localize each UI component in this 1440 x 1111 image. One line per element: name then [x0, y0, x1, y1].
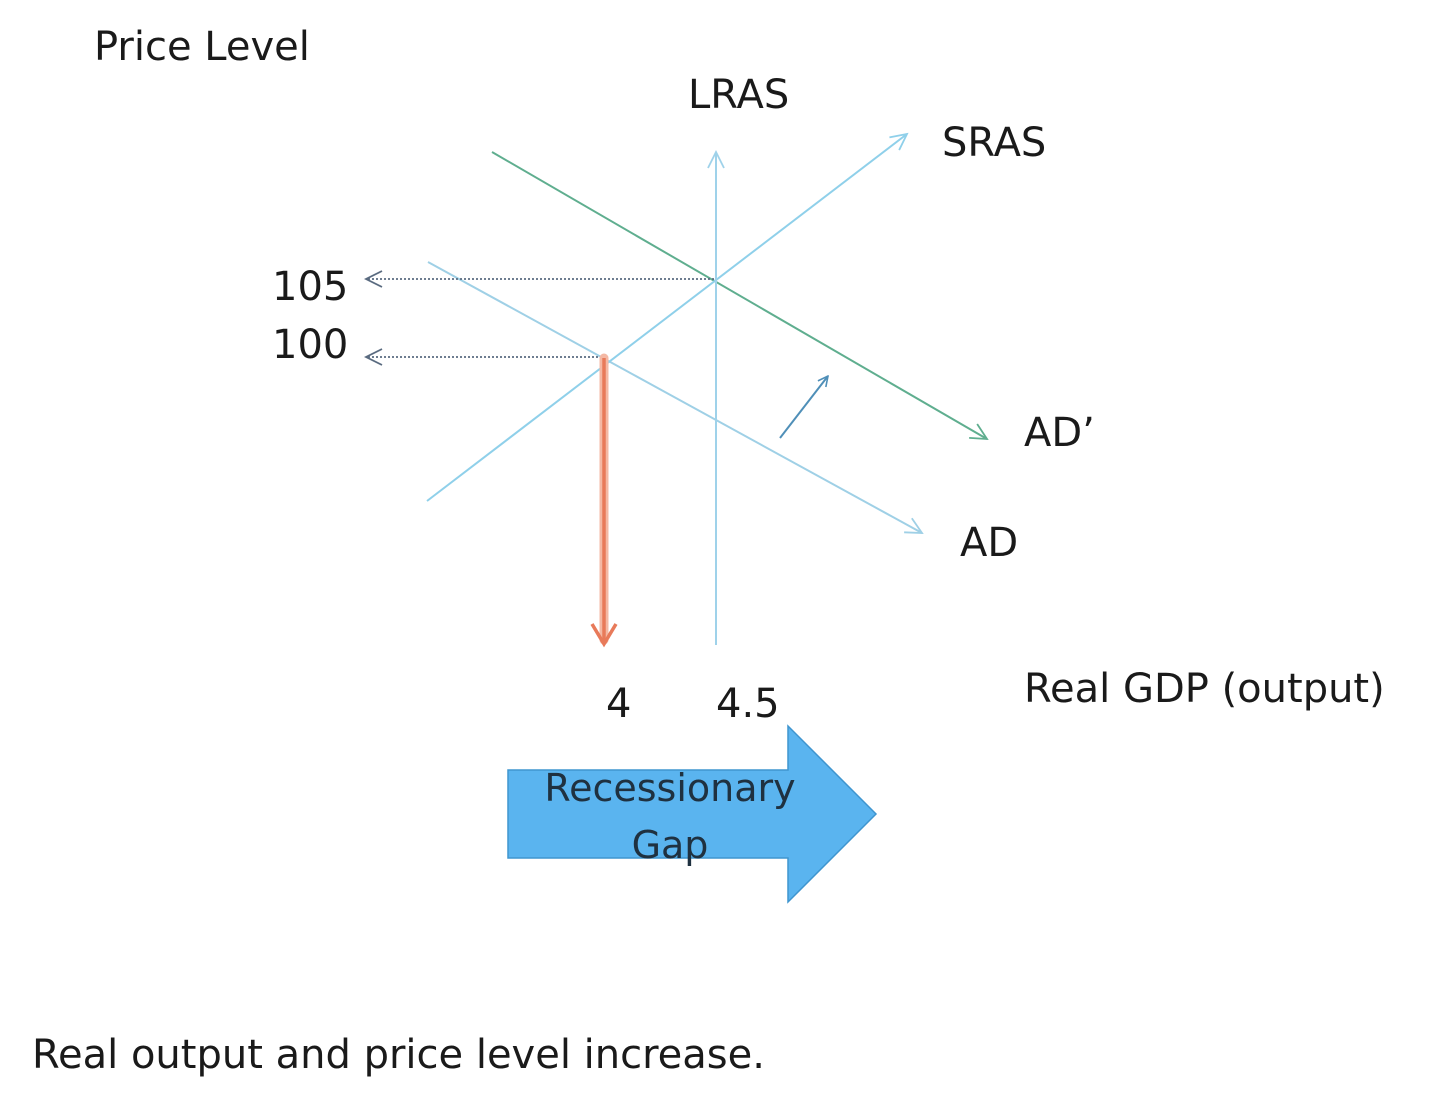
ad-shifted-curve	[491, 151, 987, 439]
sras-curve	[426, 134, 907, 502]
sras-label: SRAS	[942, 120, 1046, 166]
gap-label-line2: Gap	[632, 823, 709, 867]
y-axis-label: Price Level	[94, 24, 310, 70]
lras-label: LRAS	[688, 72, 789, 118]
gap-label-line1: Recessionary	[544, 766, 795, 810]
x-axis-label: Real GDP (output)	[1024, 666, 1385, 712]
output-tick-4-5: 4.5	[716, 681, 780, 727]
ad-shifted-label: AD’	[1024, 410, 1095, 456]
ad-label: AD	[960, 520, 1018, 566]
ad-curve	[427, 261, 922, 533]
shift-arrow	[779, 376, 828, 439]
price-tick-100: 100	[272, 322, 348, 368]
recessionary-gap-arrow: Recessionary Gap	[507, 724, 878, 904]
output-tick-4: 4	[606, 681, 631, 727]
price-tick-105: 105	[272, 264, 348, 310]
output-drop-arrow	[590, 353, 618, 648]
caption: Real output and price level increase.	[32, 1032, 765, 1078]
